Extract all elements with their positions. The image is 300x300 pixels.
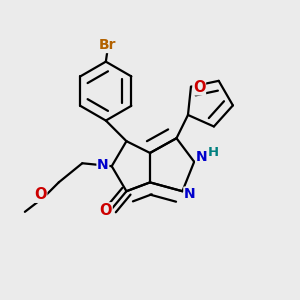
Text: O: O	[193, 80, 206, 95]
Text: O: O	[100, 203, 112, 218]
Text: Br: Br	[99, 38, 116, 52]
Text: N: N	[97, 158, 109, 172]
Text: N: N	[184, 187, 196, 201]
Text: H: H	[208, 146, 219, 159]
Text: N: N	[196, 150, 207, 164]
Text: O: O	[34, 187, 47, 202]
